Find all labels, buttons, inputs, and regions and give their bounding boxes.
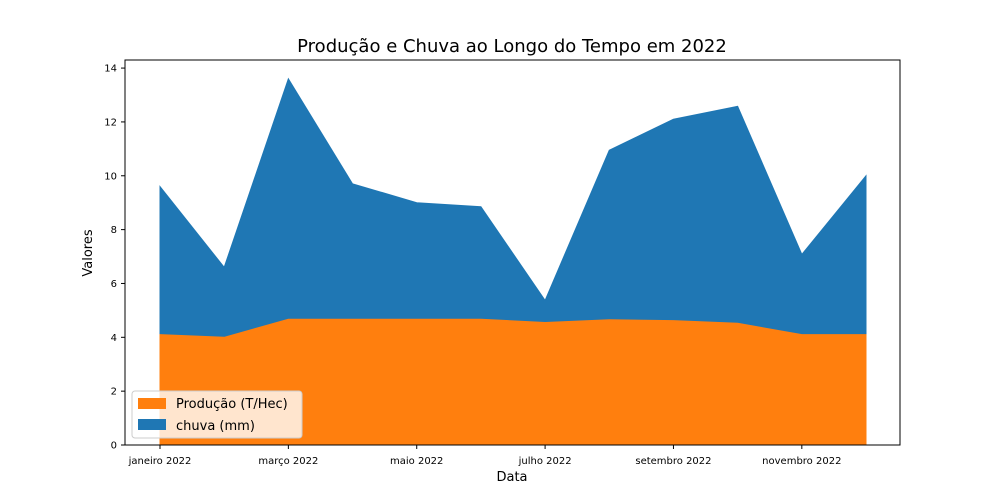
x-tick-label: março 2022 (258, 456, 318, 467)
y-tick-label: 14 (104, 64, 117, 75)
y-tick-label: 8 (111, 225, 117, 236)
chart-title: Produção e Chuva ao Longo do Tempo em 20… (297, 36, 727, 57)
y-axis: 0 2 4 6 8 10 12 14 (104, 64, 125, 452)
y-tick-label: 2 (111, 387, 117, 398)
legend-swatch-producao (138, 398, 166, 409)
x-tick-label: setembro 2022 (635, 456, 711, 467)
y-tick-label: 0 (111, 441, 117, 452)
y-axis-label: Valores (81, 229, 96, 276)
plot-area (159, 77, 867, 446)
x-tick-label: julho 2022 (518, 456, 572, 467)
y-tick-label: 4 (111, 333, 117, 344)
y-tick-label: 12 (104, 117, 117, 128)
area-series-chuva (159, 77, 867, 338)
y-tick-label: 6 (111, 279, 117, 290)
plot-frame (124, 59, 901, 446)
area-series-producao (159, 318, 867, 446)
legend-label-producao: Produção (T/Hec) (176, 397, 288, 412)
x-axis-label: Data (496, 470, 527, 485)
x-axis: janeiro 2022 março 2022 maio 2022 julho 202… (128, 445, 841, 467)
y-tick-label: 10 (104, 171, 117, 182)
legend: Produção (T/Hec) chuva (mm) (131, 390, 303, 439)
legend-box (131, 390, 303, 439)
x-tick-label: novembro 2022 (762, 456, 841, 467)
legend-label-chuva: chuva (mm) (176, 419, 255, 434)
legend-swatch-chuva (138, 419, 166, 430)
x-tick-label: janeiro 2022 (128, 456, 192, 467)
x-tick-label: maio 2022 (390, 456, 443, 467)
